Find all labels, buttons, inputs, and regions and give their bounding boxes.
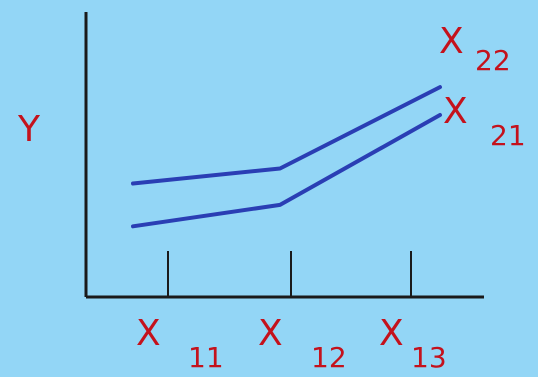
series-label-2: X (443, 91, 468, 132)
x-tick-label-sub-3: 13 (411, 341, 447, 374)
y-axis-label: Y (17, 109, 41, 150)
x-tick-label-sub-1: 11 (188, 341, 224, 374)
x-tick-label-3: X (379, 313, 404, 354)
x-tick-label-sub-2: 12 (311, 341, 347, 374)
x-tick-label-2: X (258, 313, 283, 354)
series-line-1 (131, 85, 442, 186)
series-label-1: X (439, 21, 464, 62)
series-label-sub-2: 21 (490, 119, 526, 152)
x-tick-label-1: X (136, 313, 161, 354)
series-line-2 (131, 113, 442, 229)
series-label-sub-1: 22 (475, 44, 511, 77)
